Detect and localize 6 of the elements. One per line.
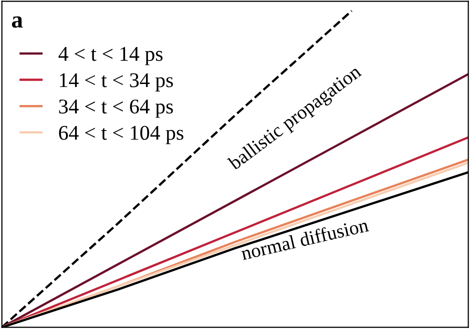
annotation: normal diffusion bbox=[240, 218, 370, 260]
legend-label: 64 < t < 104 ps bbox=[59, 126, 184, 144]
annotation: a bbox=[12, 16, 23, 28]
legend-label: 4 < t < 14 ps bbox=[58, 46, 162, 66]
legend-label: 14 < t < 34 ps bbox=[60, 73, 173, 92]
legend-label: 34 < t < 64 ps bbox=[59, 100, 173, 118]
